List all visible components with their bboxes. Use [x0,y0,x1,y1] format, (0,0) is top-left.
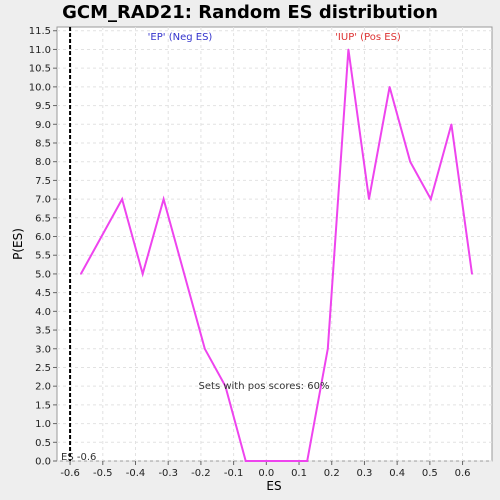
y-axis-label: P(ES) [11,228,25,260]
y-tick-label: 0.0 [35,457,51,468]
y-tick-label: 2.0 [35,382,51,393]
x-axis-ticks: -0.6 -0.5 -0.4 -0.3 -0.2 -0.1 0.0 0.1 0.2 0.3 0.4 0… [60,461,471,479]
y-tick-label: 4.5 [35,288,51,299]
y-tick-label: 2.5 [35,363,51,374]
y-tick-label: 9.0 [35,120,51,131]
data-point [121,198,123,200]
y-tick-label: 5.5 [35,251,51,262]
data-point [409,160,412,163]
y-tick-label: 5.0 [35,269,51,280]
data-point [265,460,268,462]
y-tick-label: 6.5 [35,213,51,224]
y-tick-label: 8.5 [35,138,51,149]
x-axis-label: ES [266,479,281,493]
y-tick-label: 10.5 [29,64,51,75]
y-tick-label: 6.0 [35,232,51,243]
x-tick-label: 0.5 [422,468,438,479]
y-tick-label: 1.0 [35,419,51,430]
data-point [368,198,370,200]
y-tick-label: 11.5 [29,26,51,37]
data-point [244,460,247,462]
y-tick-label: 4.0 [35,307,51,318]
plot-area [56,26,493,462]
data-point [80,273,82,275]
data-point [204,347,206,350]
y-tick-label: 10.0 [29,82,51,93]
x-tick-label: 0.2 [324,468,340,479]
es-marker-label: ES -0.6 [61,452,96,463]
data-point [286,460,288,462]
series-group [80,48,473,462]
data-point [183,273,186,275]
data-point [450,123,453,126]
y-tick-label: 3.0 [35,344,51,355]
data-point [162,198,165,200]
x-tick-label: 0.1 [291,468,307,479]
y-tick-label: 3.5 [35,326,51,337]
y-axis-ticks: 0.0 0.5 1.0 1.5 2.0 2.5 3.0 3.5 4.0 4.5 5.0 5.5 6.0 6… [29,26,57,468]
y-tick-label: 0.5 [35,438,51,449]
x-tick-label: -0.3 [158,468,178,479]
y-tick-label: 8.0 [35,157,51,168]
x-tick-label: 0.3 [356,468,372,479]
y-tick-label: 7.0 [35,195,51,206]
data-point [306,460,309,462]
data-point [141,273,144,275]
data-point [224,385,227,387]
data-point [430,198,432,200]
x-tick-label: -0.1 [224,468,244,479]
chart-title: GCM_RAD21: Random ES distribution [62,2,438,23]
x-tick-label: 0.0 [258,468,274,479]
data-point [347,48,350,51]
x-tick-label: -0.4 [126,468,146,479]
pos-es-label: 'IUP' (Pos ES) [335,32,401,43]
y-tick-label: 9.5 [35,101,51,112]
x-tick-label: -0.2 [191,468,211,479]
data-point [471,273,473,275]
data-point [327,347,329,350]
data-point [388,86,391,88]
y-tick-label: 11.0 [29,45,51,56]
neg-es-label: 'EP' (Neg ES) [148,32,213,43]
x-tick-label: -0.6 [60,468,80,479]
x-tick-label: 0.6 [455,468,471,479]
y-tick-label: 7.5 [35,176,51,187]
x-tick-label: -0.5 [93,468,113,479]
x-tick-label: 0.4 [389,468,405,479]
pos-scores-label: Sets with pos scores: 60% [199,381,330,392]
y-tick-label: 1.5 [35,400,51,411]
